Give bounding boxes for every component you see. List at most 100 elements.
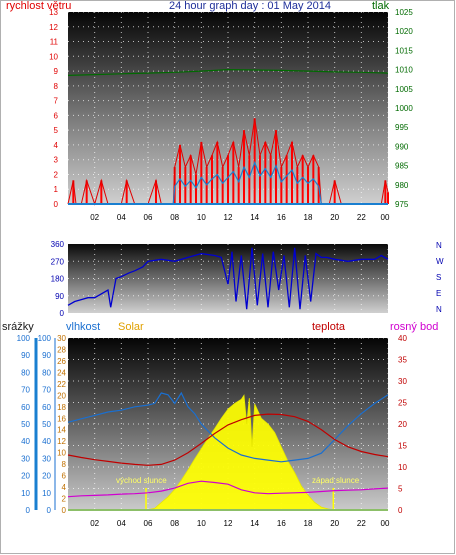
legend-rain: srážky (2, 321, 34, 333)
chart1-right-tick-label: 990 (395, 142, 409, 151)
chart1-x-tick-label: 12 (224, 213, 233, 222)
chart1-right-tick-label: 995 (395, 123, 409, 132)
chart3-rain-tick-label: 60 (21, 403, 30, 412)
chart1-left-tick-label: 2 (54, 170, 59, 179)
chart2-y-tick-label: 0 (60, 309, 65, 318)
chart3-solar-tick-label: 10 (57, 449, 66, 458)
chart3-rain-tick-label: 0 (26, 506, 31, 515)
chart3-solar-tick-label: 26 (57, 357, 66, 366)
chart1-left-tick-label: 4 (54, 141, 59, 150)
chart1-x-tick-label: 20 (330, 213, 339, 222)
chart3-solar-tick-label: 14 (57, 426, 66, 435)
chart3-x-tick-label: 00 (381, 519, 390, 528)
wind-gust-line (67, 118, 389, 206)
chart3-humidity-tick-label: 20 (42, 472, 51, 481)
chart3-humidity-tick-label: 10 (42, 489, 51, 498)
chart1-x-tick-label: 08 (170, 213, 179, 222)
chart3-humidity-tick-label: 100 (38, 334, 52, 343)
chart1-right-tick-label: 975 (395, 200, 409, 209)
chart1-ticks: 0123456789101112139759809859909951000100… (49, 8, 413, 222)
chart3-solar-tick-label: 0 (62, 506, 67, 515)
chart3-temperature-tick-label: 5 (398, 485, 403, 494)
chart1-x-tick-label: 16 (277, 213, 286, 222)
chart3-rain-tick-label: 40 (21, 437, 30, 446)
chart3-x-tick-label: 20 (330, 519, 339, 528)
chart1-left-tick-label: 10 (49, 52, 58, 61)
chart1-right-axis-label: tlak (372, 0, 390, 12)
chart3-x-tick-label: 18 (304, 519, 313, 528)
chart3-humidity-tick-label: 70 (42, 386, 51, 395)
chart3-humidity-tick-label: 40 (42, 437, 51, 446)
sunset-annotation: západ slunce (312, 476, 360, 485)
chart3-x-tick-label: 22 (357, 519, 366, 528)
compass-label: E (436, 289, 441, 298)
chart1-left-tick-label: 13 (49, 8, 58, 17)
chart3-temperature-tick-label: 10 (398, 463, 407, 472)
chart3-rain-tick-label: 90 (21, 351, 30, 360)
chart3-humidity-tick-label: 50 (42, 420, 51, 429)
chart1-right-tick-label: 1020 (395, 27, 413, 36)
chart1-x-tick-label: 04 (117, 213, 126, 222)
chart3-rain-tick-label: 50 (21, 420, 30, 429)
chart3-rain-tick-label: 30 (21, 454, 30, 463)
chart3-ticks: 0102030405060708090100010203040506070809… (17, 334, 408, 528)
chart3-temperature-tick-label: 0 (398, 506, 403, 515)
compass-label: S (436, 273, 441, 282)
chart1-left-tick-label: 1 (54, 185, 59, 194)
chart1-right-tick-label: 1025 (395, 8, 413, 17)
chart3-solar-tick-label: 6 (62, 472, 67, 481)
chart1-right-tick-label: 985 (395, 162, 409, 171)
chart1-left-tick-label: 12 (49, 23, 58, 32)
chart3-x-tick-label: 16 (277, 519, 286, 528)
chart1-left-axis-label: rychlost větru (6, 0, 71, 12)
chart1-marks (67, 68, 389, 206)
chart3-x-tick-label: 10 (197, 519, 206, 528)
chart3-x-tick-label: 04 (117, 519, 126, 528)
temperature-line (67, 413, 389, 466)
chart3-solar-tick-label: 4 (62, 483, 67, 492)
chart1-right-tick-label: 1000 (395, 104, 413, 113)
chart3-rain-tick-label: 10 (21, 489, 30, 498)
chart2-y-tick-label: 270 (51, 257, 65, 266)
chart1-left-tick-label: 5 (54, 126, 59, 135)
chart1-left-tick-label: 8 (54, 82, 59, 91)
chart1-right-tick-label: 1005 (395, 85, 413, 94)
chart3-temperature-tick-label: 20 (398, 420, 407, 429)
sunrise-annotation: východ slunce (116, 476, 167, 485)
compass-label: N (436, 305, 442, 314)
chart1-left-tick-label: 7 (54, 97, 59, 106)
chart3-temperature-tick-label: 35 (398, 356, 407, 365)
chart3-x-tick-label: 02 (90, 519, 99, 528)
chart1-left-tick-label: 9 (54, 67, 59, 76)
chart3-x-tick-label: 12 (224, 519, 233, 528)
chart3-humidity-tick-label: 30 (42, 454, 51, 463)
chart2-grid (68, 244, 389, 313)
chart2-y-tick-label: 360 (51, 240, 65, 249)
chart3-solar-tick-label: 22 (57, 380, 66, 389)
chart3-solar-tick-label: 16 (57, 414, 66, 423)
chart3-solar-tick-label: 24 (57, 368, 66, 377)
chart1-x-tick-label: 18 (304, 213, 313, 222)
chart1-x-tick-label: 10 (197, 213, 206, 222)
chart3-humidity-tick-label: 80 (42, 368, 51, 377)
chart3-solar-tick-label: 30 (57, 334, 66, 343)
chart2-y-tick-label: 180 (51, 275, 65, 284)
chart1-x-tick-label: 22 (357, 213, 366, 222)
chart3-x-tick-label: 08 (170, 519, 179, 528)
chart3-humidity-tick-label: 0 (47, 506, 52, 515)
chart1-title: 24 hour graph day : 01 May 2014 (169, 0, 331, 12)
chart1-right-tick-label: 1010 (395, 66, 413, 75)
chart1-left-tick-label: 6 (54, 111, 59, 120)
chart2-marks (67, 247, 389, 310)
pressure-line (67, 68, 389, 76)
chart1-x-tick-label: 14 (250, 213, 259, 222)
chart1-x-tick-label: 02 (90, 213, 99, 222)
legend-solar: Solar (118, 321, 144, 333)
chart1-left-tick-label: 11 (50, 38, 59, 47)
chart1-left-tick-label: 0 (54, 200, 59, 209)
compass-label: W (436, 257, 444, 266)
chart1-right-tick-label: 1015 (395, 46, 413, 55)
chart3-solar-tick-label: 28 (57, 345, 66, 354)
chart3-humidity-tick-label: 60 (42, 403, 51, 412)
